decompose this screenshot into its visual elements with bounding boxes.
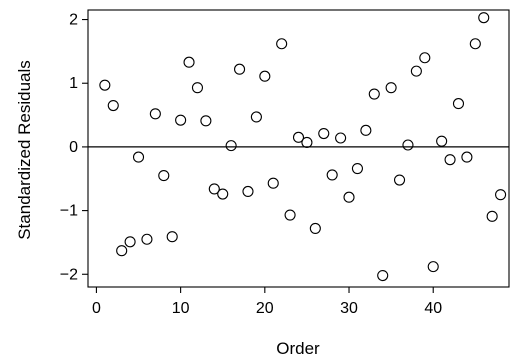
- data-point: [301, 136, 313, 149]
- data-point: [360, 124, 372, 136]
- x-tick-label: 10: [172, 300, 190, 317]
- data-point: [242, 185, 254, 198]
- data-point: [166, 231, 178, 243]
- x-tick-label: 0: [92, 300, 101, 317]
- data-point: [217, 188, 229, 200]
- data-point: [234, 63, 246, 75]
- y-tick-label: 2: [69, 12, 78, 29]
- data-point: [309, 222, 321, 234]
- data-point: [208, 183, 220, 195]
- data-point: [368, 88, 380, 100]
- data-point: [284, 209, 296, 221]
- data-point: [478, 12, 490, 24]
- data-point: [469, 38, 481, 50]
- x-axis-title: Order: [276, 339, 320, 358]
- data-point: [141, 233, 153, 245]
- data-point: [116, 245, 128, 257]
- x-tick-label: 30: [340, 300, 358, 317]
- data-point: [419, 52, 431, 64]
- y-axis: −2 −1 0 1 2: [60, 12, 88, 283]
- data-point: [326, 169, 338, 181]
- data-point: [225, 140, 237, 152]
- data-point: [436, 135, 448, 147]
- data-point: [385, 82, 397, 94]
- data-point: [461, 151, 473, 163]
- data-point: [343, 191, 355, 203]
- data-point: [427, 261, 439, 273]
- y-tick-label: −1: [60, 203, 78, 220]
- data-point: [259, 70, 271, 82]
- y-tick-label: −2: [60, 266, 78, 283]
- data-point: [175, 114, 187, 126]
- data-point: [495, 189, 507, 201]
- data-point: [410, 65, 422, 77]
- plot-area: [87, 9, 510, 288]
- data-point: [107, 99, 119, 112]
- data-points: [99, 12, 507, 282]
- x-tick-label: 20: [256, 300, 274, 317]
- y-tick-label: 0: [69, 139, 78, 156]
- data-point: [99, 79, 111, 91]
- data-point: [149, 108, 161, 120]
- data-point: [267, 177, 279, 189]
- data-point: [444, 154, 456, 166]
- data-point: [393, 174, 406, 186]
- data-point: [318, 127, 330, 140]
- data-point: [377, 269, 389, 282]
- x-tick-label: 40: [424, 300, 442, 317]
- data-point: [200, 115, 212, 127]
- data-point: [402, 139, 414, 151]
- data-point: [452, 98, 465, 110]
- x-axis: 0 10 20 30 40: [92, 287, 442, 317]
- data-point: [191, 82, 204, 94]
- y-axis-title: Standardized Residuals: [15, 60, 34, 240]
- data-point: [335, 132, 347, 144]
- data-point: [292, 131, 305, 143]
- data-point: [486, 210, 498, 222]
- data-point: [250, 111, 262, 123]
- data-point: [183, 56, 195, 68]
- data-point: [124, 236, 136, 248]
- plot-frame: [87, 9, 510, 288]
- data-point: [158, 170, 170, 182]
- y-tick-label: 1: [69, 75, 78, 92]
- data-point: [351, 163, 363, 175]
- data-point: [276, 38, 288, 50]
- data-point: [132, 151, 145, 163]
